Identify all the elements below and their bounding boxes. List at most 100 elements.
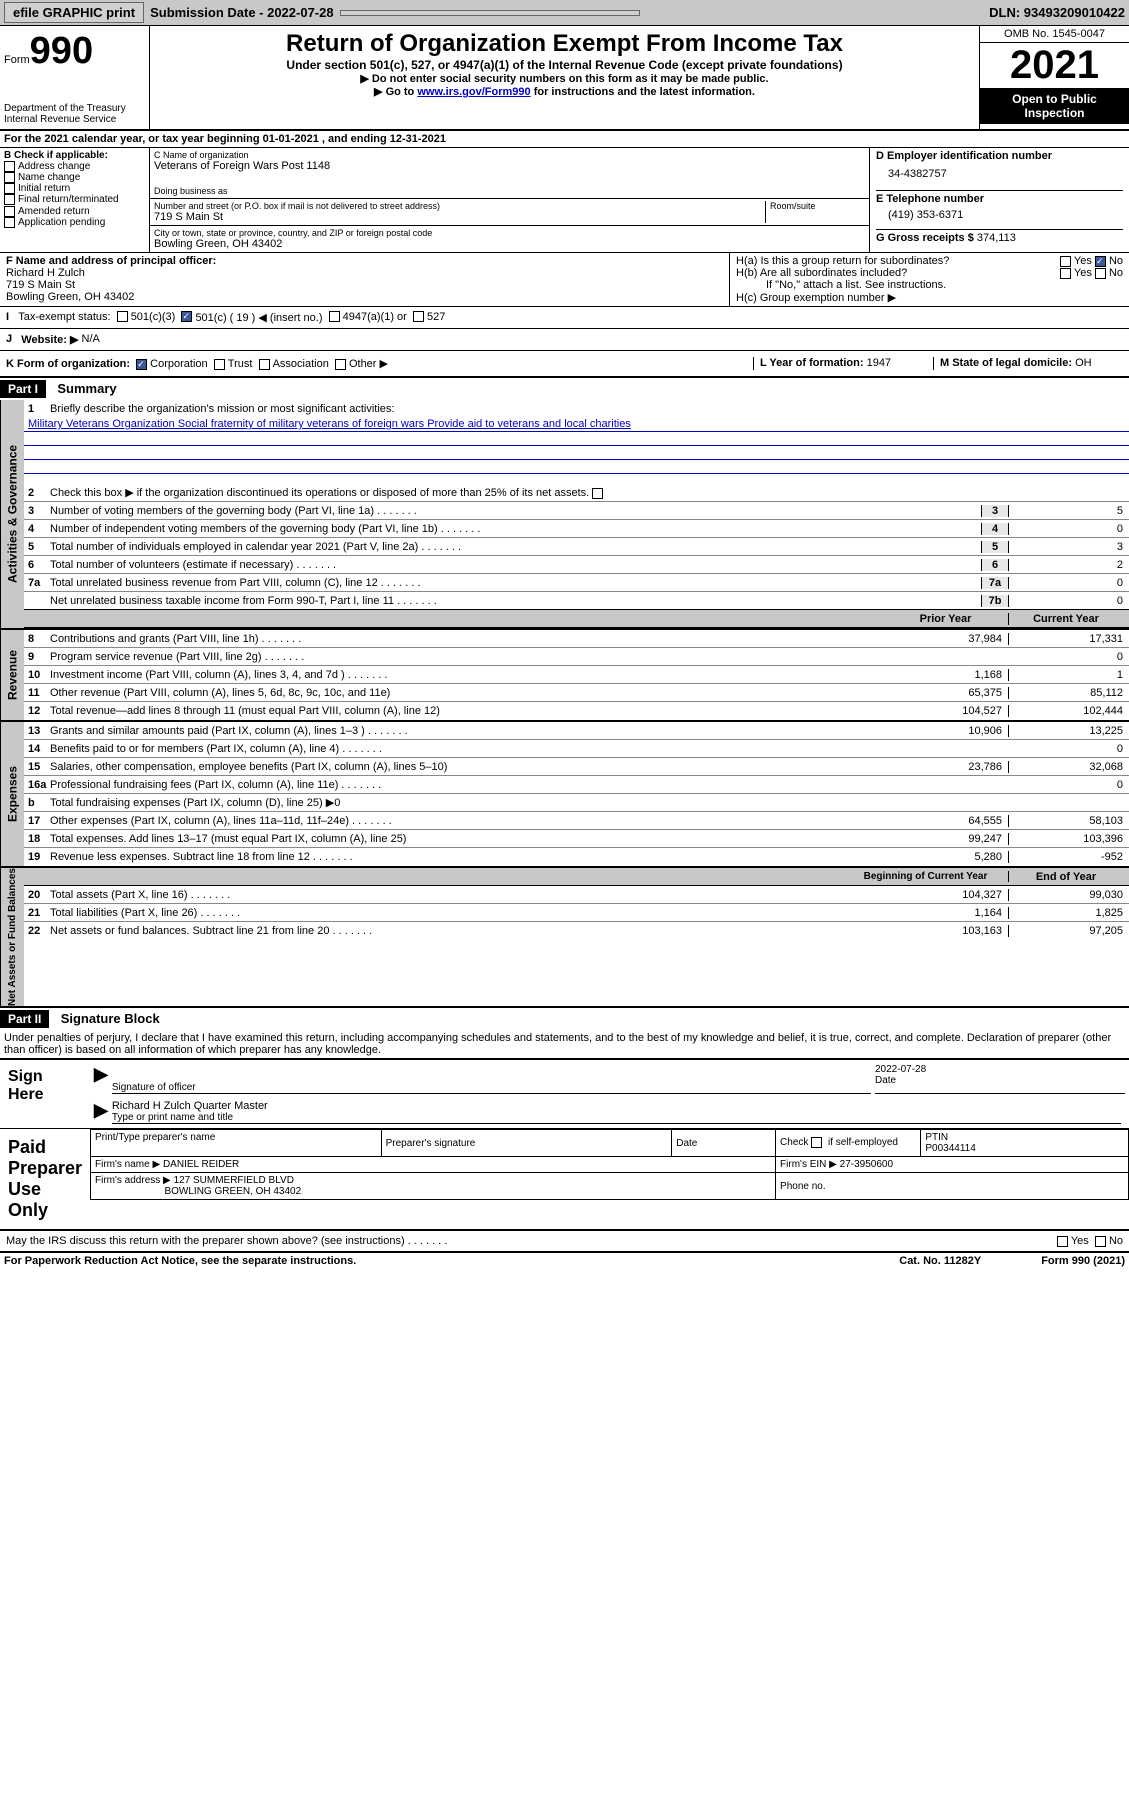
date-lbl: Date — [875, 1075, 896, 1086]
may-no[interactable]: No — [1109, 1235, 1123, 1247]
l6-text: Total number of volunteers (estimate if … — [50, 557, 981, 573]
form-title: Return of Organization Exempt From Incom… — [154, 30, 975, 58]
l5-val: 3 — [1009, 541, 1129, 553]
f-lbl: F Name and address of principal officer: — [6, 255, 723, 267]
sign-block: Sign Here ▶ Signature of officer 2022-07… — [0, 1058, 1129, 1231]
firm-ein: 27-3950600 — [840, 1159, 893, 1170]
tax-year: 2021 — [980, 43, 1129, 88]
l10-p: 1,168 — [889, 669, 1009, 681]
subtitle-3: ▶ Go to www.irs.gov/Form990 for instruct… — [154, 85, 975, 98]
officer-name: Richard H Zulch — [6, 267, 723, 279]
part2-title: Signature Block — [61, 1011, 160, 1026]
org-addr: 719 S Main St — [154, 211, 765, 223]
phone-lbl: Phone no. — [780, 1181, 826, 1192]
l18-text: Total expenses. Add lines 13–17 (must eq… — [50, 831, 889, 847]
l19-c: -952 — [1009, 851, 1129, 863]
b-opt-0[interactable]: Address change — [4, 161, 145, 172]
irs-label: Internal Revenue Service — [4, 114, 145, 125]
b-opt-1[interactable]: Name change — [4, 172, 145, 183]
col-b: B Check if applicable: Address change Na… — [0, 148, 150, 252]
eoy-hdr: End of Year — [1009, 871, 1129, 883]
l15-p: 23,786 — [889, 761, 1009, 773]
i-lbl: Tax-exempt status: — [18, 311, 110, 324]
b-opt-2[interactable]: Initial return — [4, 183, 145, 194]
b-opt-3[interactable]: Final return/terminated — [4, 194, 145, 205]
b-opt-4[interactable]: Amended return — [4, 206, 145, 217]
paid-preparer-label: Paid Preparer Use Only — [0, 1129, 90, 1229]
l16a-text: Professional fundraising fees (Part IX, … — [50, 777, 889, 793]
l4-val: 0 — [1009, 523, 1129, 535]
l-lbl: L Year of formation: — [760, 357, 864, 369]
b-opt-5[interactable]: Application pending — [4, 217, 145, 228]
page-footer: For Paperwork Reduction Act Notice, see … — [0, 1252, 1129, 1269]
room-lbl: Room/suite — [770, 201, 865, 211]
i-527[interactable]: 527 — [427, 311, 445, 324]
may-text: May the IRS discuss this return with the… — [6, 1235, 447, 1247]
i-501c[interactable]: 501(c) ( 19 ) ◀ (insert no.) — [195, 311, 322, 324]
k-trust[interactable]: Trust — [228, 358, 253, 370]
l7b-val: 0 — [1009, 595, 1129, 607]
l3-text: Number of voting members of the governin… — [50, 503, 981, 519]
efile-button[interactable]: efile GRAPHIC print — [4, 2, 144, 23]
l8-text: Contributions and grants (Part VIII, lin… — [50, 631, 889, 647]
may-yes[interactable]: Yes — [1071, 1235, 1089, 1247]
d-lbl: D Employer identification number — [876, 150, 1123, 162]
l5-text: Total number of individuals employed in … — [50, 539, 981, 555]
firm-name: DANIEL REIDER — [163, 1159, 239, 1170]
h-c: H(c) Group exemption number ▶ — [736, 291, 1123, 304]
col-headers-2: Beginning of Current YearEnd of Year — [24, 868, 1129, 886]
ein: 34-4382757 — [888, 168, 1123, 180]
l22-c: 97,205 — [1009, 925, 1129, 937]
l17-text: Other expenses (Part IX, column (A), lin… — [50, 813, 889, 829]
part1-tag: Part I — [0, 380, 46, 398]
f-h-block: F Name and address of principal officer:… — [0, 253, 1129, 307]
print-name-lbl: Type or print name and title — [112, 1112, 233, 1123]
blank-3 — [24, 460, 1129, 474]
form-word: Form — [4, 54, 30, 66]
part1-title: Summary — [57, 381, 116, 396]
h-b: H(b) Are all subordinates included? Yes … — [736, 267, 1123, 279]
prep-h3: Date — [676, 1138, 697, 1149]
sign-date: 2022-07-28 — [875, 1064, 1125, 1075]
org-city: Bowling Green, OH 43402 — [154, 238, 865, 250]
prior-year-hdr: Prior Year — [889, 613, 1009, 625]
l14-text: Benefits paid to or for members (Part IX… — [50, 741, 889, 757]
l7b-text: Net unrelated business taxable income fr… — [50, 593, 981, 609]
l11-p: 65,375 — [889, 687, 1009, 699]
j-lbl: Website: ▶ — [21, 333, 78, 346]
blank-1 — [24, 432, 1129, 446]
l9-text: Program service revenue (Part VIII, line… — [50, 649, 889, 665]
i-501c3[interactable]: 501(c)(3) — [131, 311, 176, 324]
open-public-box: Open to Public Inspection — [980, 88, 1129, 124]
preparer-table: Print/Type preparer's name Preparer's si… — [90, 1129, 1129, 1200]
firm-addr2: BOWLING GREEN, OH 43402 — [164, 1186, 301, 1197]
k-assoc[interactable]: Association — [273, 358, 329, 370]
irs-link[interactable]: www.irs.gov/Form990 — [417, 86, 530, 98]
l8-c: 17,331 — [1009, 633, 1129, 645]
mission-text[interactable]: Military Veterans Organization Social fr… — [24, 418, 1129, 432]
l13-c: 13,225 — [1009, 725, 1129, 737]
c-name-lbl: C Name of organization — [154, 150, 865, 160]
form-header: Form990 Department of the Treasury Inter… — [0, 26, 1129, 131]
goto-prefix: ▶ Go to — [374, 86, 417, 98]
l14-c: 0 — [1009, 743, 1129, 755]
part2-tag: Part II — [0, 1010, 49, 1028]
b-title: B Check if applicable: — [4, 150, 145, 161]
firm-lbl: Firm's name ▶ — [95, 1159, 160, 1170]
entity-block: B Check if applicable: Address change Na… — [0, 148, 1129, 253]
city-lbl: City or town, state or province, country… — [154, 228, 865, 238]
k-other[interactable]: Other ▶ — [349, 358, 388, 370]
l20-p: 104,327 — [849, 889, 1009, 901]
k-lbl: K Form of organization: — [6, 358, 130, 370]
officer-addr: 719 S Main St — [6, 279, 723, 291]
cat-no: Cat. No. 11282Y — [899, 1255, 981, 1267]
vtab-revenue: Revenue — [0, 630, 24, 720]
k-corp[interactable]: Corporation — [150, 358, 207, 370]
form-number: 990 — [30, 30, 93, 72]
website: N/A — [82, 333, 100, 346]
i-4947[interactable]: 4947(a)(1) or — [343, 311, 407, 324]
dln-label: DLN: 93493209010422 — [989, 5, 1125, 20]
l13-p: 10,906 — [889, 725, 1009, 737]
sig-officer-lbl: Signature of officer — [112, 1082, 196, 1093]
org-name: Veterans of Foreign Wars Post 1148 — [154, 160, 865, 172]
